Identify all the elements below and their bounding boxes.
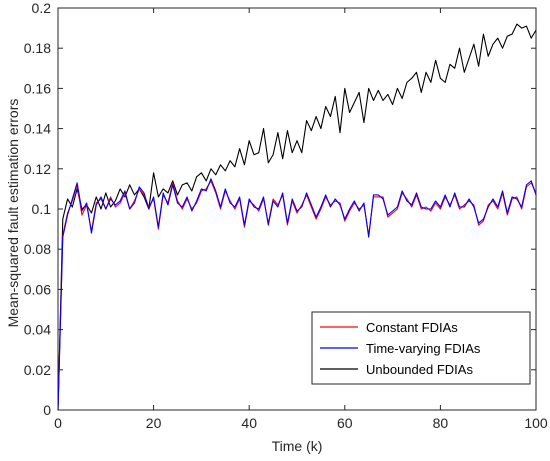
y-tick-label: 0.04 xyxy=(24,322,51,338)
x-tick-label: 0 xyxy=(54,415,62,431)
legend-label-1: Time-varying FDIAs xyxy=(366,341,481,356)
legend-label-2: Unbounded FDIAs xyxy=(366,362,473,377)
x-axis-label: Time (k) xyxy=(272,438,323,454)
y-axis-label: Mean-squared fault estimation errors xyxy=(5,99,21,328)
legend-label-0: Constant FDIAs xyxy=(366,320,458,335)
series-line-1 xyxy=(57,178,537,411)
x-tick-label: 20 xyxy=(146,415,162,431)
x-tick-label: 80 xyxy=(433,415,449,431)
y-tick-label: 0 xyxy=(43,402,51,418)
y-tick-label: 0.16 xyxy=(24,80,51,96)
y-tick-label: 0.06 xyxy=(24,281,51,297)
series-layer xyxy=(57,23,537,411)
y-tick-label: 0.12 xyxy=(24,161,51,177)
x-tick-label: 100 xyxy=(524,415,548,431)
y-tick-label: 0.18 xyxy=(24,40,51,56)
x-tick-label: 40 xyxy=(241,415,257,431)
y-tick-label: 0.08 xyxy=(24,241,51,257)
legend: Constant FDIAs Time-varying FDIAs Unbounde… xyxy=(311,311,531,385)
x-tick-label: 60 xyxy=(337,415,353,431)
y-tick-label: 0.1 xyxy=(32,201,52,217)
axes: 0 20 40 60 80 100 0 0.02 0.04 0.06 0.08 0.1 0.12 0.14… xyxy=(24,0,548,431)
y-tick-label: 0.2 xyxy=(32,0,52,16)
y-tick-label: 0.02 xyxy=(24,362,51,378)
y-tick-label: 0.14 xyxy=(24,121,51,137)
